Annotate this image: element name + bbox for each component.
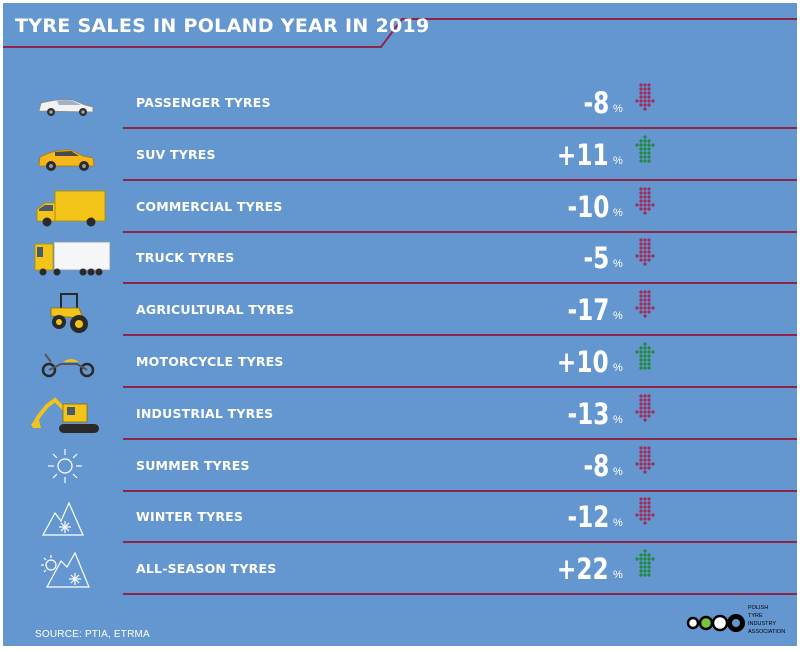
table-row: TRUCK TYRES -5% (3, 234, 797, 286)
table-row: ALL-SEASON TYRES +22% (3, 545, 797, 597)
category-label: SUMMER TYRES (136, 457, 250, 473)
trend-down-arrow-icon (633, 83, 657, 113)
trend-down-arrow-icon (633, 238, 657, 268)
percent-unit: % (613, 517, 623, 530)
row-divider (123, 541, 797, 544)
data-label: -12 (567, 500, 609, 535)
trend-down-arrow-icon (633, 290, 657, 320)
category-label: WINTER TYRES (136, 509, 244, 525)
trend-down-arrow-icon (633, 394, 657, 424)
category-label: COMMERCIAL TYRES (136, 198, 283, 214)
data-label: +22 (557, 552, 609, 587)
source-note: SOURCE: PTIA, ETRMA (35, 629, 150, 640)
trend-down-arrow-icon (633, 497, 657, 527)
percent-unit: % (613, 362, 623, 374)
title-bar: TYRE SALES IN POLAND YEAR IN 2019 (3, 3, 797, 51)
sun-snow-mountain-icon (21, 547, 111, 593)
percent-unit: % (613, 154, 623, 167)
data-label: +10 (557, 345, 609, 379)
row-divider (123, 386, 797, 388)
data-label: -10 (567, 189, 609, 224)
page-title: TYRE SALES IN POLAND YEAR IN 2019 (15, 15, 430, 37)
table-row: SUV TYRES +11% (3, 131, 797, 183)
table-row: SUMMER TYRES -8% (3, 442, 797, 494)
row-divider (123, 593, 797, 596)
percent-unit: % (613, 465, 623, 478)
percent-unit: % (613, 310, 623, 323)
passenger-car-icon (21, 81, 111, 127)
table-row: PASSENGER TYRES -8% (3, 79, 797, 131)
truck-icon (21, 236, 111, 282)
sun-icon (21, 444, 111, 490)
tractor-icon (21, 288, 111, 334)
logo-rings-icon (686, 614, 745, 632)
category-label: TRUCK TYRES (136, 250, 235, 266)
trend-up-arrow-icon (633, 135, 657, 165)
row-divider (123, 437, 797, 440)
percent-unit: % (613, 258, 623, 271)
category-label: PASSENGER TYRES (136, 95, 271, 110)
data-label: -17 (567, 293, 609, 328)
category-label: AGRICULTURAL TYRES (136, 302, 295, 318)
percent-unit: % (613, 206, 623, 219)
table-row: MOTORCYCLE TYRES +10% (3, 338, 797, 390)
infographic: TYRE SALES IN POLAND YEAR IN 2019 PASSEN… (3, 3, 797, 646)
data-label: -13 (567, 396, 609, 431)
row-divider (123, 334, 797, 337)
row-divider (123, 230, 797, 233)
logo-text: POLISH TYRE INDUSTRY ASSOCIATION (748, 605, 786, 635)
data-label: -5 (583, 241, 609, 276)
table-row: AGRICULTURAL TYRES -17% (3, 286, 797, 338)
table-row: WINTER TYRES -12% (3, 493, 797, 545)
category-label: MOTORCYCLE TYRES (136, 354, 284, 369)
trend-up-arrow-icon (633, 342, 657, 372)
row-divider (123, 489, 797, 492)
row-divider (123, 282, 797, 285)
snow-mountain-icon (21, 495, 111, 541)
data-label: +11 (557, 137, 609, 172)
category-label: INDUSTRIAL TYRES (136, 405, 274, 421)
suv-icon (21, 133, 111, 179)
excavator-icon (21, 392, 111, 438)
category-label: ALL-SEASON TYRES (136, 561, 277, 577)
row-divider (123, 178, 797, 181)
data-label: -8 (583, 448, 609, 483)
category-label: SUV TYRES (136, 146, 216, 162)
title-underline (3, 18, 797, 48)
percent-unit: % (613, 103, 623, 115)
tyre-sales-table: PASSENGER TYRES -8% SUV TYRES +11% COMMERCIA… (3, 3, 797, 603)
trend-down-arrow-icon (633, 445, 657, 476)
percent-unit: % (613, 569, 623, 582)
percent-unit: % (613, 413, 623, 426)
motorcycle-icon (21, 340, 111, 386)
table-row: INDUSTRIAL TYRES -13% (3, 390, 797, 442)
data-label: -8 (583, 86, 609, 120)
table-row: COMMERCIAL TYRES -10% (3, 183, 797, 235)
delivery-van-icon (21, 185, 111, 231)
row-divider (123, 127, 797, 129)
ptia-logo: POLISH TYRE INDUSTRY ASSOCIATION (685, 603, 793, 641)
trend-down-arrow-icon (633, 186, 657, 217)
trend-up-arrow-icon (633, 549, 657, 579)
